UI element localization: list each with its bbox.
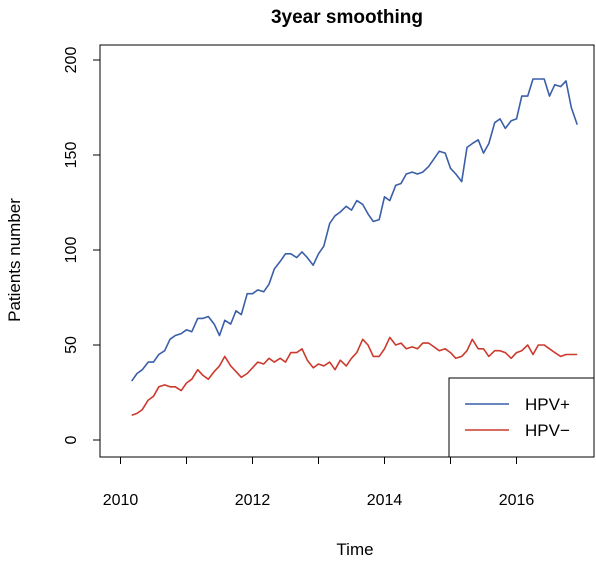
- x-axis: 2010 2012 2014 2016: [103, 456, 535, 509]
- series-layer: [131, 78, 578, 417]
- legend-box: [448, 377, 595, 458]
- series-line-hpv-neg: [131, 336, 578, 417]
- x-axis-title: Time: [336, 540, 373, 559]
- y-tick-label: 150: [63, 142, 80, 169]
- legend-label-hpv-neg: HPV−: [525, 421, 570, 440]
- x-tick-label: 2014: [367, 492, 403, 509]
- y-tick-label: 50: [63, 336, 80, 354]
- x-tick-label: 2016: [499, 492, 535, 509]
- series-line-hpv-pos: [131, 78, 578, 382]
- legend: HPV+ HPV−: [448, 377, 595, 458]
- y-tick-label: 0: [63, 435, 80, 444]
- legend-label-hpv-pos: HPV+: [525, 395, 570, 414]
- y-axis: 0 50 100 150 200: [63, 47, 101, 444]
- y-tick-label: 200: [63, 47, 80, 74]
- y-axis-title: Patients number: [5, 198, 24, 322]
- x-tick-label: 2012: [235, 492, 271, 509]
- x-tick-label: 2010: [103, 492, 139, 509]
- y-tick-label: 100: [63, 237, 80, 264]
- chart-title: 3year smoothing: [271, 7, 423, 28]
